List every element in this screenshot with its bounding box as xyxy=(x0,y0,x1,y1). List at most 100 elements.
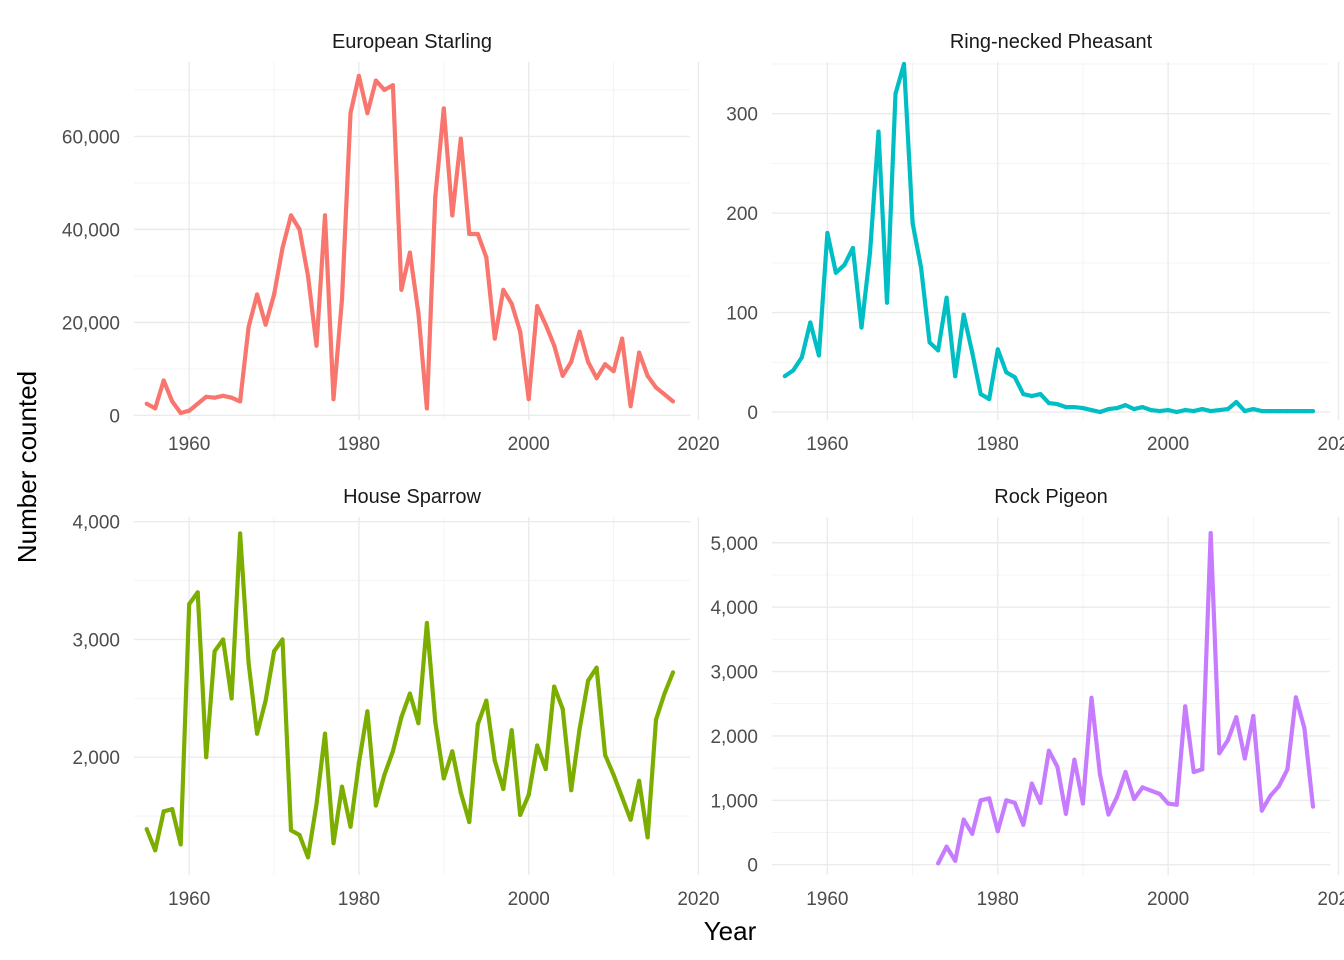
x-tick-label: 1980 xyxy=(338,889,380,910)
data-point xyxy=(1140,785,1145,790)
data-point xyxy=(187,602,192,607)
data-point xyxy=(816,353,822,358)
data-point xyxy=(1080,801,1085,806)
data-point xyxy=(280,245,285,251)
data-point xyxy=(356,73,361,78)
data-point xyxy=(808,320,813,325)
x-tick-label: 1960 xyxy=(806,434,848,455)
data-point xyxy=(263,698,268,703)
data-point xyxy=(987,397,992,402)
y-tick-label: 20,000 xyxy=(62,313,120,334)
data-point xyxy=(1217,751,1222,756)
data-point xyxy=(195,401,200,406)
data-point xyxy=(1259,409,1264,414)
data-point xyxy=(518,329,523,334)
data-point xyxy=(416,721,421,726)
data-point xyxy=(475,231,480,237)
data-point xyxy=(1072,757,1077,762)
data-point xyxy=(484,698,489,703)
data-point xyxy=(884,300,890,305)
data-point xyxy=(1276,409,1281,414)
data-point xyxy=(255,292,260,297)
y-tick-label: 2,000 xyxy=(710,727,758,748)
data-point xyxy=(1234,400,1239,405)
data-point xyxy=(144,401,149,406)
data-point xyxy=(305,273,311,278)
data-point xyxy=(1268,409,1273,414)
panel-rock-pigeon: 1960 1980 2000 2020 0 1,000 2,000 3,000 4,000 5,0… xyxy=(710,486,1344,910)
data-point xyxy=(1268,793,1273,798)
data-point xyxy=(416,311,421,316)
data-point xyxy=(978,392,983,397)
data-point xyxy=(229,696,234,701)
data-point xyxy=(272,292,277,297)
x-tick-label: 1960 xyxy=(168,889,210,910)
y-tick-label: 40,000 xyxy=(62,220,120,241)
x-tick-label: 2000 xyxy=(508,434,550,455)
data-point xyxy=(586,359,591,364)
data-point xyxy=(543,766,548,772)
data-point xyxy=(859,325,864,330)
data-point xyxy=(1302,409,1307,414)
data-point xyxy=(1149,408,1154,413)
data-point xyxy=(1140,405,1145,410)
data-point xyxy=(560,373,565,378)
panel-title: Rock Pigeon xyxy=(994,486,1107,508)
data-point xyxy=(1046,401,1051,406)
data-point xyxy=(1029,781,1034,786)
data-point xyxy=(1004,798,1009,803)
y-tick-label: 3,000 xyxy=(710,663,758,684)
data-point xyxy=(356,761,361,766)
x-tick-label: 1960 xyxy=(168,434,210,455)
data-point xyxy=(407,250,412,255)
y-tick-label: 1,000 xyxy=(710,791,758,812)
panel-title: House Sparrow xyxy=(343,486,481,508)
data-point xyxy=(1097,409,1103,415)
data-point xyxy=(995,347,1000,352)
data-point xyxy=(450,213,455,218)
y-tick-label: 0 xyxy=(109,406,120,427)
y-tick-label: 3,000 xyxy=(72,630,120,651)
data-point xyxy=(492,336,497,341)
y-tick-label: 4,000 xyxy=(710,598,758,619)
x-tick-label: 2020 xyxy=(1317,434,1344,455)
data-point xyxy=(1251,407,1256,412)
data-point xyxy=(331,397,336,402)
data-point xyxy=(833,270,839,275)
data-point xyxy=(987,796,992,801)
data-point xyxy=(611,772,616,778)
data-point xyxy=(433,194,438,199)
data-point xyxy=(297,832,302,838)
data-point xyxy=(842,262,847,267)
data-point xyxy=(382,87,387,92)
y-tick-label: 0 xyxy=(747,403,758,424)
data-point xyxy=(791,368,796,373)
data-point xyxy=(970,350,975,355)
data-point xyxy=(1089,695,1094,701)
data-point xyxy=(1225,407,1230,412)
data-point xyxy=(187,408,192,413)
data-point xyxy=(441,106,446,111)
data-point xyxy=(637,350,642,355)
panel-title: European Starling xyxy=(332,31,492,53)
y-tick-label: 200 xyxy=(726,204,758,225)
y-tick-label: 2,000 xyxy=(72,748,120,769)
data-point xyxy=(1012,375,1017,380)
data-point xyxy=(272,649,277,654)
panel-title: Ring-necked Pheasant xyxy=(950,31,1153,53)
data-point xyxy=(670,670,676,675)
data-point xyxy=(288,213,294,218)
data-point xyxy=(569,788,574,793)
data-point xyxy=(1063,405,1068,410)
data-point xyxy=(876,129,881,134)
data-point xyxy=(526,397,531,402)
data-point xyxy=(484,255,489,260)
data-point xyxy=(1114,406,1120,411)
data-point xyxy=(1106,812,1111,817)
data-point xyxy=(1114,795,1120,800)
data-point xyxy=(365,111,370,116)
data-point xyxy=(458,790,463,795)
data-point xyxy=(603,752,608,758)
data-point xyxy=(1038,800,1043,806)
